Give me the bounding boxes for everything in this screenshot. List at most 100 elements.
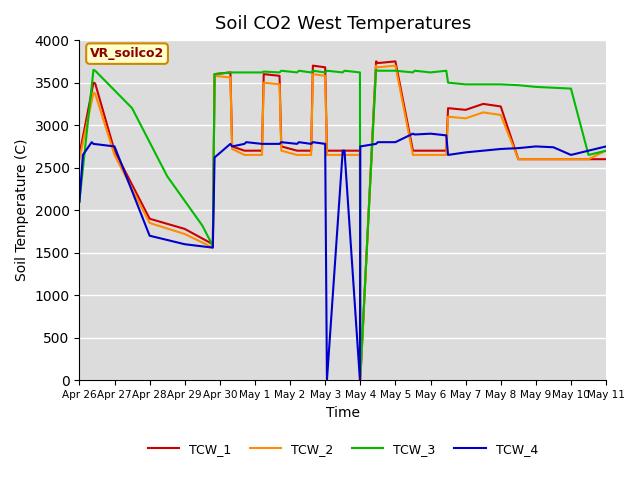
TCW_3 [479,82,487,87]
TCW_4 [340,148,348,154]
TCW_3 [309,68,317,73]
TCW_1 [260,71,268,77]
TCW_4 [278,139,285,145]
TCW_1 [550,156,557,162]
TCW_2 [258,152,266,158]
TCW_1 [321,64,329,70]
TCW_2 [323,152,331,158]
Text: VR_soilco2: VR_soilco2 [90,47,164,60]
TCW_4 [462,149,470,155]
TCW_2 [515,156,522,162]
TCW_1 [356,377,364,383]
TCW_3 [567,86,575,92]
TCW_1 [372,59,380,64]
TCW_3 [356,70,364,75]
TCW_2 [228,146,236,152]
TCW_3 [356,373,364,379]
TCW_2 [444,114,452,120]
TCW_2 [181,231,189,237]
TCW_3 [427,70,435,75]
TCW_1 [462,107,470,113]
TCW_4 [76,199,83,204]
TCW_1 [243,148,250,154]
TCW_1 [479,101,487,107]
TCW_3 [497,82,504,87]
TCW_2 [479,109,487,115]
TCW_3 [374,68,381,73]
TCW_2 [392,63,399,69]
TCW_2 [532,156,540,162]
TCW_3 [198,223,206,228]
TCW_2 [356,377,364,383]
TCW_1 [209,241,217,247]
TCW_4 [372,141,380,147]
TCW_2 [243,152,250,158]
TCW_3 [372,67,380,73]
TCW_3 [307,70,315,75]
TCW_4 [323,377,331,383]
TCW_2 [550,156,557,162]
TCW_4 [260,141,268,147]
TCW_4 [321,141,329,147]
Line: TCW_1: TCW_1 [79,61,606,380]
TCW_1 [309,63,317,69]
TCW_2 [90,90,97,96]
TCW_2 [585,156,593,162]
TCW_1 [515,156,522,162]
TCW_1 [427,148,435,154]
TCW_2 [111,152,118,158]
TCW_1 [497,104,504,109]
TCW_2 [241,152,248,158]
TCW_1 [241,148,248,154]
TCW_3 [228,70,236,75]
TCW_3 [532,84,540,90]
TCW_2 [442,152,450,158]
TCW_4 [444,152,452,158]
TCW_2 [209,245,217,251]
TCW_4 [585,148,593,154]
TCW_3 [227,70,234,75]
TCW_2 [321,73,329,79]
TCW_1 [567,156,575,162]
TCW_4 [309,139,317,145]
TCW_2 [340,152,348,158]
TCW_2 [602,148,610,154]
TCW_2 [92,91,99,96]
Line: TCW_3: TCW_3 [79,70,606,376]
TCW_1 [146,216,154,222]
TCW_1 [276,73,284,79]
TCW_2 [307,152,315,158]
TCW_4 [79,152,87,158]
TCW_2 [409,152,417,158]
TCW_2 [276,82,284,87]
TCW_2 [411,152,419,158]
TCW_4 [567,152,575,158]
TCW_4 [295,139,303,145]
TCW_3 [602,148,610,154]
TCW_4 [427,131,435,136]
TCW_4 [181,241,189,247]
TCW_4 [90,141,97,147]
TCW_1 [339,148,347,154]
TCW_1 [323,148,331,154]
TCW_4 [356,144,364,149]
Line: TCW_4: TCW_4 [79,133,606,380]
TCW_3 [293,70,301,75]
TCW_1 [90,80,97,85]
TCW_3 [92,68,99,73]
TCW_1 [307,148,315,154]
Line: TCW_2: TCW_2 [79,66,606,380]
TCW_1 [293,148,301,154]
TCW_2 [260,80,268,85]
TCW_1 [392,59,399,64]
TCW_1 [258,148,266,154]
TCW_4 [532,144,540,149]
TCW_1 [295,148,303,154]
TCW_1 [92,81,99,86]
TCW_1 [374,60,381,66]
TCW_3 [258,70,266,75]
Y-axis label: Soil Temperature (C): Soil Temperature (C) [15,139,29,281]
TCW_2 [76,156,83,162]
TCW_3 [321,70,329,75]
TCW_2 [374,64,381,70]
